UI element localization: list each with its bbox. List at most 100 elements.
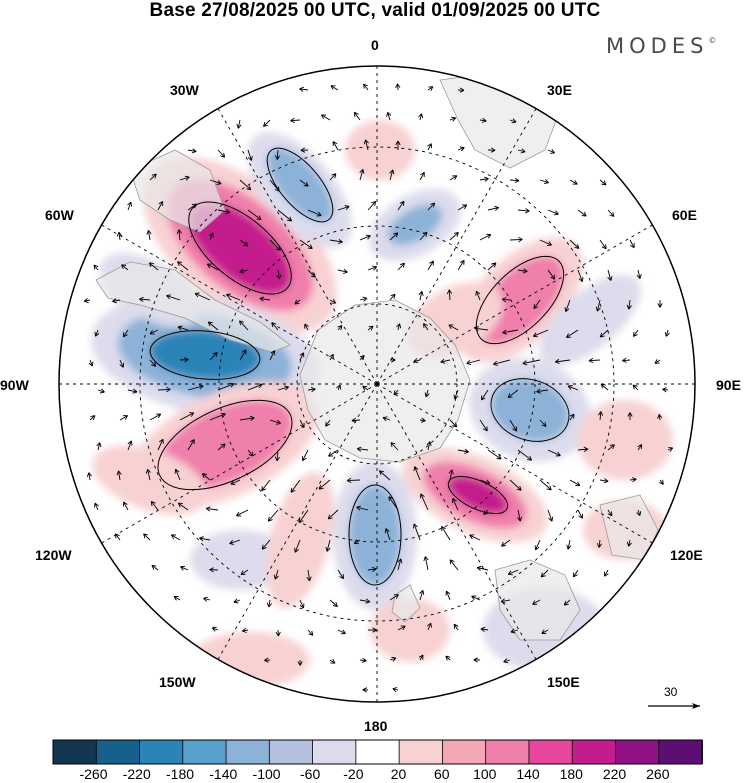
wind-arrow-head: [199, 536, 204, 542]
wind-arrow-shaft: [596, 299, 601, 312]
wind-arrow: [329, 599, 338, 608]
wind-arrow-shaft: [382, 417, 391, 421]
wind-arrow: [382, 416, 391, 422]
wind-arrow-shaft: [449, 232, 459, 241]
wind-arrow: [247, 209, 262, 221]
wind-arrow-head: [184, 357, 189, 363]
wind-arrow-shaft: [449, 419, 458, 428]
wind-arrow: [386, 111, 392, 121]
wind-arrow: [266, 599, 273, 608]
wind-arrow-head: [246, 185, 252, 191]
wind-arrow-head: [413, 466, 419, 472]
wind-arrow-head: [170, 534, 176, 540]
wind-arrow-shaft: [397, 323, 401, 331]
wind-arrow-shaft: [187, 149, 197, 152]
wind-arrow-head: [418, 291, 424, 296]
wind-arrow-head: [459, 146, 465, 152]
wind-arrow-head: [482, 426, 488, 432]
wind-arrow-head: [209, 232, 214, 238]
wind-arrow-shaft: [533, 299, 541, 309]
wind-arrow-shaft: [637, 509, 641, 516]
wind-arrow-shaft: [389, 657, 397, 661]
wind-arrow: [121, 264, 129, 271]
wind-arrow-shaft: [533, 329, 549, 337]
wind-arrow-shaft: [577, 448, 589, 451]
wind-vectors: [83, 83, 674, 693]
wind-arrow-head: [274, 456, 280, 462]
wind-arrow: [146, 230, 152, 241]
wind-arrow-head: [325, 421, 331, 427]
wind-arrow-shaft: [230, 479, 241, 485]
wind-arrow-head: [353, 539, 359, 545]
wind-arrow-head: [626, 304, 632, 310]
colorbar-swatch: [615, 739, 660, 765]
wind-arrow-head: [567, 385, 573, 390]
wind-arrow: [194, 292, 211, 301]
wind-arrow-shaft: [239, 320, 249, 331]
wind-arrow-shaft: [329, 299, 337, 304]
reference-vector-value: 30: [664, 685, 678, 699]
wind-arrow: [577, 269, 584, 282]
wind-arrow-shaft: [209, 232, 214, 241]
wind-arrow-shaft: [599, 411, 602, 421]
wind-arrow: [664, 329, 670, 337]
wind-arrow: [362, 687, 369, 693]
wind-arrow-head: [496, 454, 502, 460]
wind-arrow-head: [206, 263, 212, 269]
landmasses: [95, 71, 659, 641]
wind-arrow: [607, 444, 615, 451]
wind-arrow-head: [572, 180, 578, 185]
wind-arrow-shaft: [123, 329, 129, 338]
wind-arrow: [307, 386, 316, 393]
wind-arrow-head: [399, 262, 405, 268]
wind-arrow-head: [636, 274, 642, 279]
contour-line: [149, 330, 261, 380]
wind-arrow-head: [520, 148, 526, 154]
contour-line: [266, 147, 334, 223]
wind-arrow-shaft: [622, 359, 631, 362]
wind-arrow: [448, 469, 454, 481]
wind-arrow: [487, 449, 502, 460]
wind-arrow-shaft: [217, 209, 230, 213]
wind-arrow-shaft: [607, 509, 613, 517]
wind-arrow-head: [550, 149, 555, 154]
wind-arrow-head: [256, 215, 262, 221]
wind-arrow: [269, 179, 280, 192]
latitude-circle: [139, 146, 615, 622]
wind-arrow-shaft: [239, 239, 249, 247]
wind-arrow-shaft: [147, 469, 151, 481]
wind-arrow-head: [609, 211, 615, 217]
wind-arrow-head: [338, 238, 343, 245]
wind-arrow: [502, 329, 519, 335]
wind-arrow-head: [308, 630, 314, 636]
wind-arrow-head: [626, 541, 632, 547]
wind-arrow-head: [191, 148, 197, 154]
wind-arrow-shaft: [397, 625, 406, 631]
wind-arrow-shaft: [347, 479, 361, 482]
colorbar-frame: [52, 739, 703, 765]
wind-arrow-shaft: [177, 326, 189, 331]
wind-arrow: [359, 657, 367, 663]
wind-arrow-head: [332, 141, 338, 147]
wind-arrow-shaft: [397, 558, 402, 571]
wind-arrow: [457, 448, 469, 454]
wind-arrow: [654, 359, 661, 364]
wind-arrow-head: [396, 323, 402, 329]
wind-arrow: [658, 479, 664, 485]
wind-arrow-head: [469, 534, 475, 540]
wind-arrow-shaft: [487, 449, 502, 460]
wind-arrow: [532, 599, 541, 605]
wind-arrow-head: [203, 596, 208, 602]
wind-arrow-head: [494, 205, 499, 211]
wind-arrow: [267, 509, 279, 522]
label-lon-30w: 30W: [170, 82, 199, 98]
label-lon-30e: 30E: [547, 82, 572, 98]
wind-arrow-head: [637, 444, 643, 450]
wind-arrow-head: [578, 277, 584, 282]
wind-arrow: [569, 239, 580, 249]
wind-arrow-head: [423, 556, 429, 562]
wind-arrow-head: [276, 274, 282, 280]
wind-arrow-shaft: [217, 149, 226, 158]
wind-arrow-shaft: [149, 173, 157, 181]
wind-arrow-shaft: [541, 629, 549, 634]
